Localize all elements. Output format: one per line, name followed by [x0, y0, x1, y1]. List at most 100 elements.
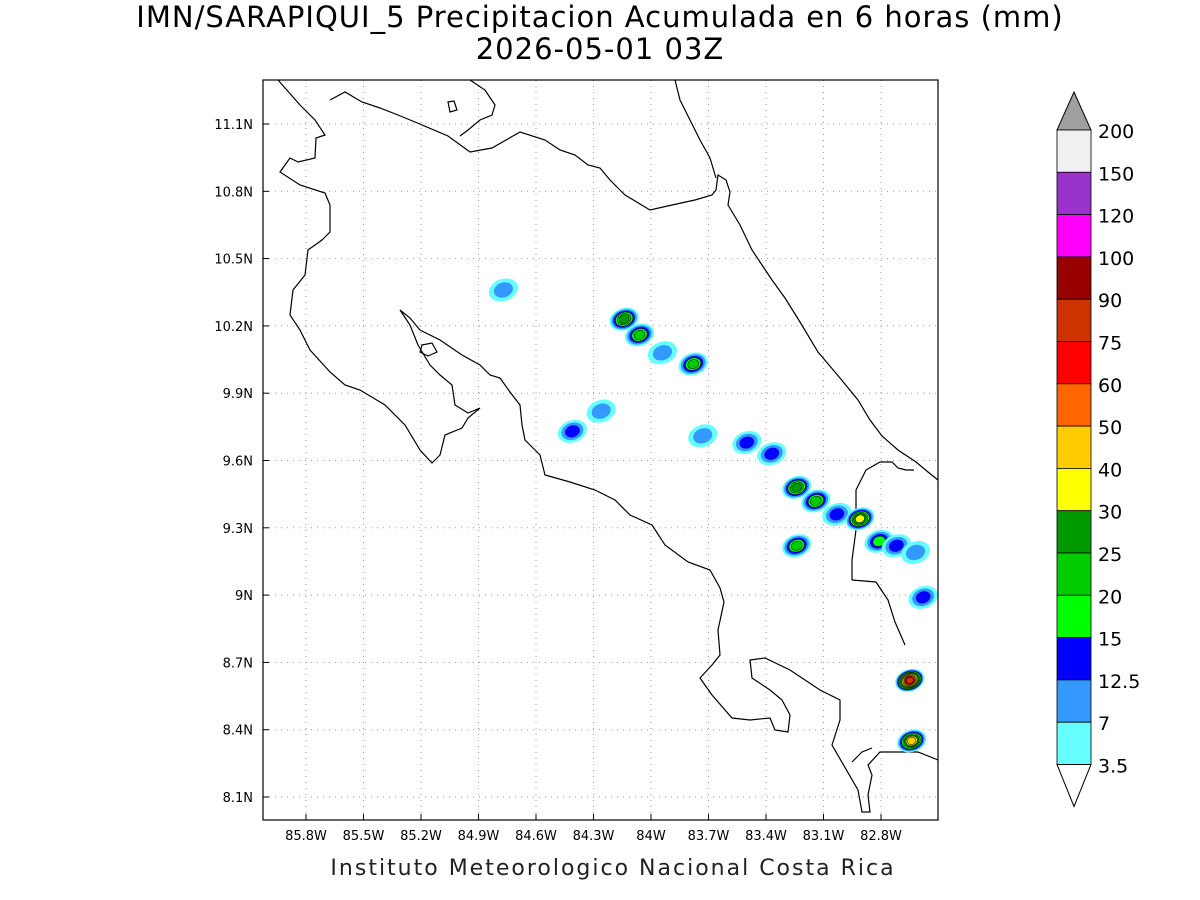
colorbar-swatches — [1056, 90, 1092, 808]
precip-contour — [907, 736, 917, 745]
lat-tick-label: 8.7N — [223, 656, 253, 671]
colorbar-label: 100 — [1098, 248, 1134, 270]
precip-cell — [624, 323, 655, 347]
lat-tick-label: 9.6N — [223, 455, 253, 470]
institution-credit: Instituto Meteorologico Nacional Costa R… — [330, 856, 896, 881]
chira-island — [419, 342, 438, 357]
precip-contour — [905, 676, 914, 684]
colorbar-label: 90 — [1098, 290, 1122, 312]
lat-tick-label: 9.9N — [223, 387, 253, 402]
map-title: IMN/SARAPIQUI_5 Precipitacion Acumulada … — [136, 0, 1064, 34]
lat-tick-label: 9N — [235, 589, 253, 604]
colorbar-swatch — [1056, 129, 1092, 173]
precip-contour — [915, 591, 931, 604]
precip-cell — [845, 507, 875, 531]
precip-cell — [732, 431, 762, 455]
precip-cell — [557, 419, 588, 443]
colorbar-swatch — [1056, 679, 1092, 723]
precip-contour — [565, 425, 580, 438]
precip-contour — [829, 508, 845, 521]
lat-tick-label: 10.2N — [214, 320, 253, 335]
colorbar-label: 25 — [1098, 544, 1122, 566]
lat-tick-label: 11.1N — [214, 118, 253, 133]
map-frame — [262, 79, 939, 821]
lon-tick-label: 82.8W — [860, 829, 902, 844]
colorbar-label: 120 — [1098, 206, 1134, 228]
colorbar-under-triangle — [1056, 764, 1092, 808]
colorbar-label: 200 — [1098, 121, 1134, 143]
precipitation-contours — [488, 278, 938, 753]
lon-tick-label: 84.3W — [573, 829, 615, 844]
lon-tick-label: 84.9W — [458, 829, 500, 844]
colorbar-label: 75 — [1098, 333, 1122, 355]
lon-tick-label: 85.8W — [285, 829, 327, 844]
lon-tick-label: 83.4W — [745, 829, 787, 844]
colorbar-swatch — [1056, 594, 1092, 638]
caribbean-coastline — [329, 91, 939, 481]
colorbar-swatch — [1056, 256, 1092, 300]
precip-contour — [855, 514, 865, 523]
precip-cell — [897, 729, 927, 753]
precip-contour — [791, 482, 802, 492]
map-subtitle-datetime: 2026-05-01 03Z — [475, 32, 725, 66]
precip-contour — [739, 436, 755, 449]
precip-cell — [908, 585, 938, 609]
precip-contour — [693, 428, 713, 444]
colorbar-label: 30 — [1098, 502, 1122, 524]
precip-cell — [900, 540, 931, 565]
panama-border — [851, 461, 914, 580]
colorbar-swatch — [1056, 341, 1092, 385]
colorbar-swatch — [1056, 467, 1092, 512]
precip-cell — [586, 399, 616, 423]
coastline — [277, 79, 939, 813]
precip-cell — [609, 307, 639, 331]
precip-contour — [591, 403, 611, 419]
colorbar-label: 20 — [1098, 586, 1122, 608]
precip-cell — [757, 442, 787, 466]
precip-contour — [493, 282, 513, 298]
colorbar-swatch — [1056, 721, 1092, 765]
colorbar-label: 12.5 — [1098, 671, 1140, 693]
precip-contour — [633, 330, 646, 340]
precip-contour — [888, 539, 904, 552]
precip-cell — [688, 424, 718, 448]
precip-cell — [801, 489, 831, 513]
precip-cell — [822, 502, 852, 526]
colorbar-label: 3.5 — [1098, 756, 1128, 778]
colorbar-swatch — [1056, 510, 1092, 554]
lon-tick-label: 83.7W — [688, 829, 730, 844]
lat-tick-label: 10.5N — [214, 253, 253, 268]
axis-ticks: 85.8W 85.5W 85.2W 84.9W 84.6W 84.3W 84W 83.7W 83… — [214, 118, 902, 844]
precip-contour — [790, 540, 803, 551]
graticule-grid — [263, 80, 938, 820]
nicaragua-lake-shore — [459, 79, 496, 137]
colorbar-label: 7 — [1098, 713, 1110, 735]
colorbar-swatch — [1056, 425, 1092, 469]
colorbar-swatch — [1056, 298, 1092, 342]
lon-tick-label: 85.2W — [400, 829, 442, 844]
precip-contour — [687, 359, 699, 369]
lon-tick-label: 83.1W — [803, 829, 845, 844]
precip-contour — [810, 496, 822, 506]
precip-contour — [905, 544, 926, 561]
colorbar-swatch — [1056, 637, 1092, 681]
precip-cell — [895, 668, 925, 692]
colorbar-swatch — [1056, 552, 1092, 596]
panama-border-south — [851, 579, 906, 646]
colorbar-swatch — [1056, 383, 1092, 427]
lon-tick-label: 84.6W — [515, 829, 557, 844]
colorbar-over-triangle — [1056, 90, 1092, 131]
precip-contour — [619, 314, 630, 324]
lat-tick-label: 8.4N — [223, 724, 253, 739]
lat-tick-label: 10.8N — [214, 185, 253, 200]
precip-cell — [782, 534, 812, 558]
precip-contour — [652, 345, 673, 361]
lon-tick-label: 84W — [636, 829, 666, 844]
precip-cell — [488, 278, 519, 302]
colorbar-labels: 200 150 120 100 90 75 60 50 40 30 25 20 15 12.5 7 3.5 — [1098, 121, 1140, 778]
lat-tick-label: 9.3N — [223, 522, 253, 537]
san-juan-river-border — [674, 79, 717, 179]
colorbar-label: 60 — [1098, 375, 1122, 397]
colorbar-swatch — [1056, 171, 1092, 216]
